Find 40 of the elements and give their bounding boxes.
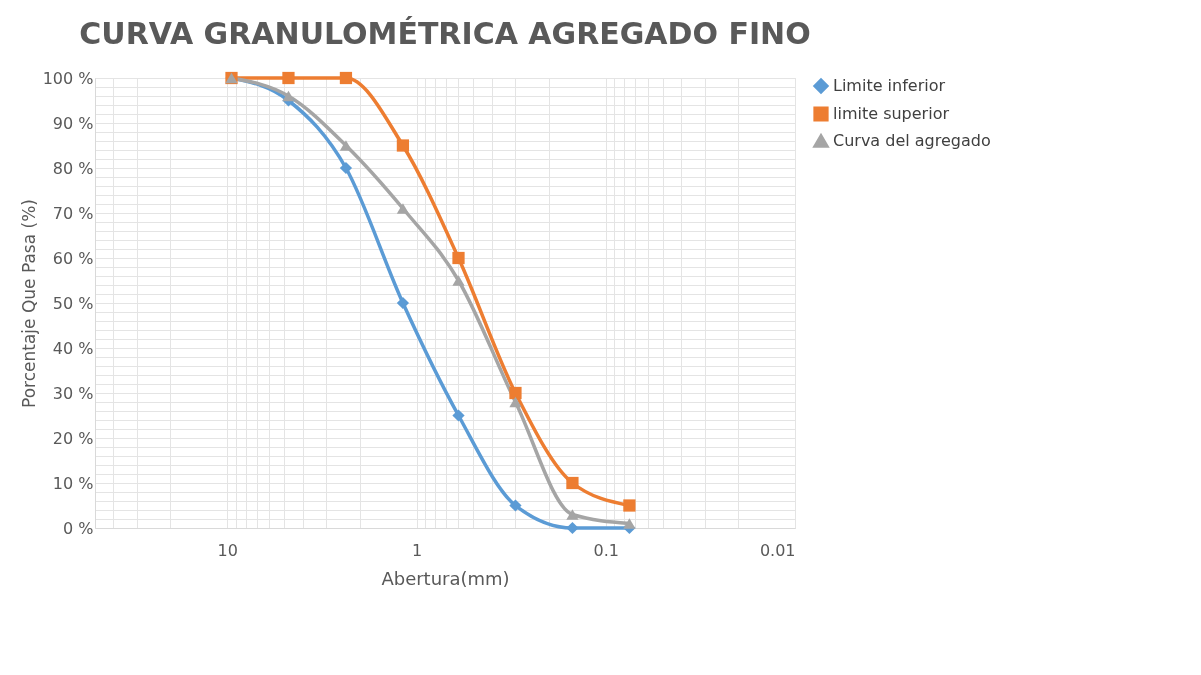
y-tick-label: 50 % bbox=[52, 293, 94, 313]
point bbox=[452, 251, 465, 265]
point bbox=[396, 139, 410, 152]
point bbox=[509, 396, 522, 408]
x-axis-title: Abertura(mm) bbox=[381, 567, 510, 589]
y-tick-label: 20 % bbox=[52, 428, 94, 448]
point bbox=[566, 476, 579, 490]
chart-title: CURVA GRANULOMÉTRICA AGREGADO FINO bbox=[79, 16, 811, 51]
point bbox=[339, 161, 353, 175]
point bbox=[566, 521, 579, 535]
y-tick-label: 40 % bbox=[52, 338, 94, 358]
point bbox=[452, 275, 465, 286]
y-tick-label: 10 % bbox=[52, 473, 94, 493]
x-tick-label: 1 bbox=[411, 540, 423, 560]
y-tick-label: 80 % bbox=[52, 158, 94, 178]
y-tick-label: 60 % bbox=[52, 248, 94, 268]
y-tick-label: 90 % bbox=[52, 113, 94, 133]
point bbox=[509, 386, 522, 400]
legend-label: limite superior bbox=[833, 104, 950, 123]
point bbox=[623, 518, 636, 529]
y-axis-title: Porcentaje Que Pasa (%) bbox=[18, 199, 39, 408]
x-tick-label: 0.01 bbox=[759, 540, 796, 560]
legend-label: Limite inferior bbox=[833, 76, 946, 95]
legend-label: Curva del agregado bbox=[833, 131, 991, 150]
y-tick-label: 70 % bbox=[52, 203, 94, 223]
point bbox=[282, 90, 295, 102]
point bbox=[339, 140, 353, 151]
y-tick-label: 0 % bbox=[63, 518, 94, 538]
x-tick-label: 0.1 bbox=[593, 540, 619, 560]
y-tick-label: 100 % bbox=[42, 68, 94, 88]
point bbox=[396, 296, 410, 310]
point bbox=[282, 71, 295, 85]
point bbox=[452, 409, 465, 422]
point bbox=[623, 499, 636, 512]
y-tick-label: 30 % bbox=[52, 383, 94, 403]
x-tick-label: 10 bbox=[217, 540, 238, 560]
point bbox=[566, 509, 579, 520]
point bbox=[339, 71, 353, 85]
point bbox=[396, 203, 410, 214]
point bbox=[509, 499, 522, 512]
